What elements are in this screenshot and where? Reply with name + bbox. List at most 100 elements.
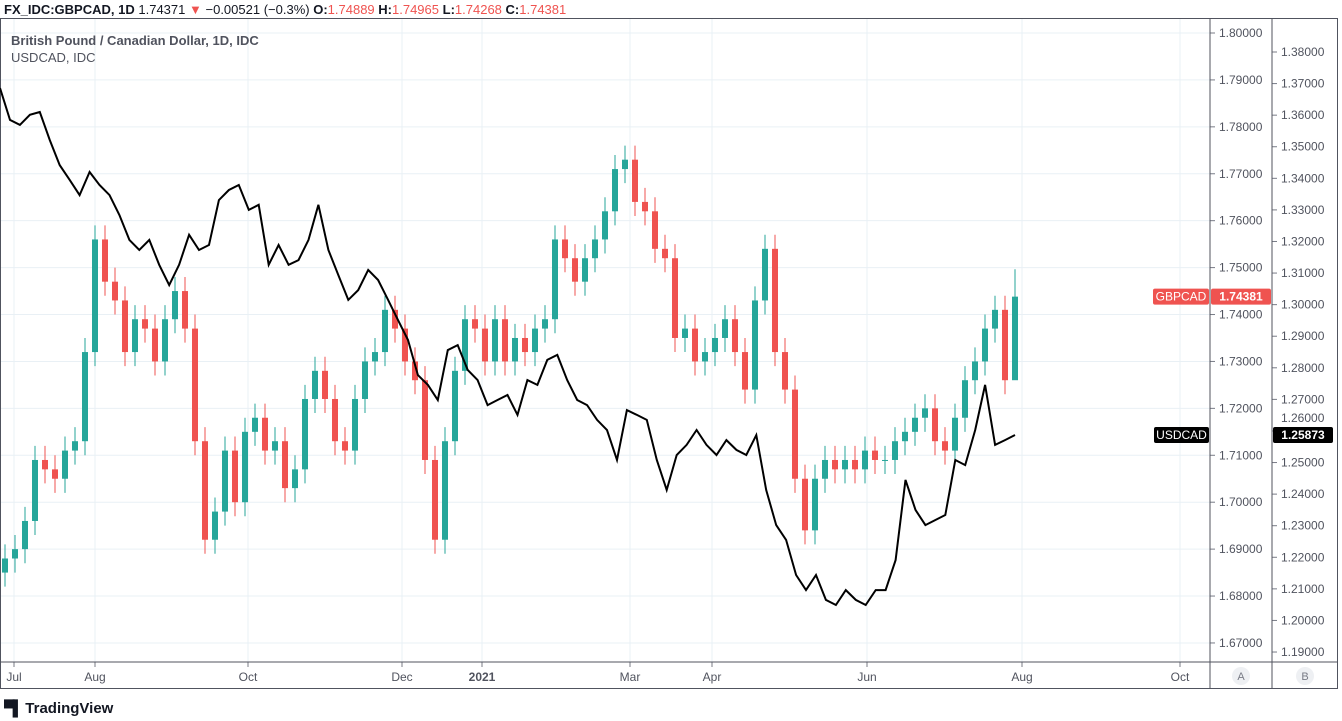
candle-body [462, 319, 468, 371]
close-label: C: [505, 2, 520, 17]
candle-body [972, 361, 978, 381]
candle-body [442, 441, 448, 540]
right-axis-label: 1.33000 [1281, 203, 1325, 217]
candle-body [792, 389, 798, 479]
candle-body [332, 398, 338, 442]
scale-button-label: B [1301, 671, 1308, 683]
candle-body [202, 441, 208, 540]
candle-body [322, 370, 328, 399]
time-axis-label: Dec [391, 670, 412, 684]
candle-body [112, 281, 118, 301]
candle-body [472, 319, 478, 329]
candle-body [562, 239, 568, 259]
low-value: 1.74268 [454, 2, 502, 17]
candle-body [42, 459, 48, 470]
candle-body [962, 380, 968, 418]
candle-body [342, 441, 348, 451]
candle-body [62, 450, 68, 479]
candle-body [182, 291, 188, 329]
candle-body [922, 408, 928, 418]
GBPCAD-price-tag [1211, 288, 1271, 305]
candle-body [532, 328, 538, 353]
candle-body [912, 417, 918, 432]
candle-body [402, 328, 408, 362]
candle-body [762, 248, 768, 301]
candle-body [142, 319, 148, 329]
candle-body [102, 239, 108, 282]
candle-body [172, 291, 178, 320]
candle-body [1012, 296, 1018, 381]
candle-body [612, 169, 618, 212]
right-axis-label: 1.28000 [1281, 361, 1325, 375]
candle-body [452, 370, 458, 442]
candle-body [952, 417, 958, 451]
candle-body [272, 441, 278, 451]
time-axis-label: Jun [857, 670, 876, 684]
candle-body [582, 258, 588, 282]
chart-legend: British Pound / Canadian Dollar, 1D, IDC… [11, 32, 259, 66]
candle-body [642, 201, 648, 212]
right-axis-label: 1.24000 [1281, 487, 1325, 501]
candle-body [782, 352, 788, 390]
USDCAD-price-tag [1273, 426, 1333, 443]
right-axis-label: 1.25000 [1281, 456, 1325, 470]
scale-button-b[interactable] [1296, 667, 1314, 685]
candle-body [22, 520, 28, 550]
candle-body [752, 300, 758, 390]
price-change: −0.00521 (−0.3%) [205, 2, 310, 17]
right-axis-label: 1.21000 [1281, 582, 1325, 596]
right-axis-label: 1.31000 [1281, 266, 1325, 280]
candle-body [432, 459, 438, 540]
open-value: 1.74889 [327, 2, 375, 17]
candle-body [882, 459, 888, 461]
candle-body [132, 319, 138, 353]
GBPCAD-price-label: 1.74381 [1219, 290, 1263, 304]
candle-body [292, 469, 298, 489]
candle-body [862, 450, 868, 470]
candle-body [632, 159, 638, 202]
candle-body [542, 319, 548, 329]
candle-body [662, 248, 668, 259]
candle-body [552, 239, 558, 320]
right-axis-label: 1.22000 [1281, 550, 1325, 564]
candle-body [812, 478, 818, 531]
last-price: 1.74371 [138, 2, 186, 17]
triangle-down-icon: ▼ [189, 2, 202, 17]
open-label: O: [313, 2, 328, 17]
scale-button-a[interactable] [1232, 667, 1250, 685]
candle-body [262, 417, 268, 451]
candle-body [422, 380, 428, 460]
candle-body [842, 459, 848, 470]
main-series-title: British Pound / Canadian Dollar, 1D, IDC [11, 33, 259, 48]
candle-body [232, 450, 238, 503]
candle-body [992, 309, 998, 329]
candle-body [222, 450, 228, 512]
high-label: H: [378, 2, 392, 17]
candle-body [242, 431, 248, 503]
time-axis-label: 2021 [469, 670, 496, 684]
left-axis-label: 1.78000 [1219, 120, 1263, 134]
candle-body [592, 239, 598, 259]
left-axis-label: 1.70000 [1219, 495, 1263, 509]
scale-button-label: A [1237, 671, 1245, 683]
right-axis-label: 1.30000 [1281, 298, 1325, 312]
time-axis-label: Jul [6, 670, 21, 684]
symbol-header: FX_IDC:GBPCAD, 1D 1.74371 ▼ −0.00521 (−0… [4, 2, 566, 17]
candle-body [52, 469, 58, 479]
right-axis-label: 1.23000 [1281, 519, 1325, 533]
candle-body [382, 309, 388, 353]
candle-body [682, 328, 688, 338]
USDCAD-tag-label: USDCAD [1156, 428, 1207, 442]
candle-body [932, 408, 938, 442]
candle-body [282, 441, 288, 489]
left-axis-label: 1.74000 [1219, 308, 1263, 322]
candle-body [252, 417, 258, 432]
tradingview-logo[interactable]: ▀▌ TradingView [4, 700, 113, 717]
candle-body [122, 300, 128, 353]
candle-body [162, 319, 168, 362]
candle-body [1002, 309, 1008, 381]
time-axis-label: Aug [84, 670, 105, 684]
candle-body [32, 459, 38, 521]
candle-body [652, 211, 658, 249]
